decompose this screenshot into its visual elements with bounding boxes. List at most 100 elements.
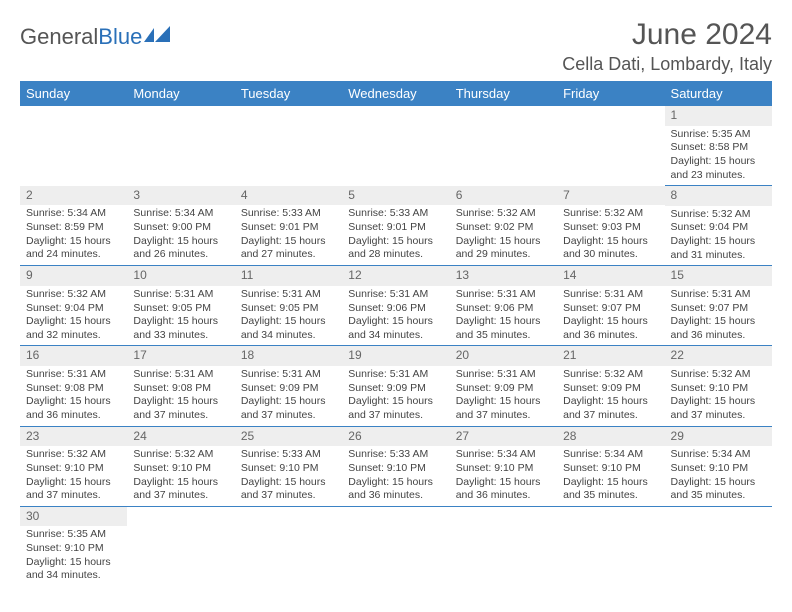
sunrise-text: Sunrise: 5:35 AM: [26, 528, 121, 542]
sunset-text: Sunset: 9:10 PM: [26, 542, 121, 556]
daylight-text: Daylight: 15 hours and 29 minutes.: [456, 235, 551, 262]
sunrise-text: Sunrise: 5:32 AM: [671, 208, 766, 222]
sunrise-text: Sunrise: 5:31 AM: [241, 288, 336, 302]
day-number: [127, 106, 234, 126]
day-body: Sunrise: 5:31 AMSunset: 9:05 PMDaylight:…: [127, 286, 234, 346]
calendar-cell: [127, 506, 234, 586]
day-body: Sunrise: 5:32 AMSunset: 9:02 PMDaylight:…: [450, 205, 557, 265]
weekday-header: Wednesday: [342, 81, 449, 106]
day-number: 30: [20, 507, 127, 527]
day-body: Sunrise: 5:32 AMSunset: 9:04 PMDaylight:…: [665, 206, 772, 266]
daylight-text: Daylight: 15 hours and 31 minutes.: [671, 235, 766, 262]
calendar-cell: 10Sunrise: 5:31 AMSunset: 9:05 PMDayligh…: [127, 266, 234, 346]
calendar-row: 16Sunrise: 5:31 AMSunset: 9:08 PMDayligh…: [20, 346, 772, 426]
sunrise-text: Sunrise: 5:32 AM: [563, 207, 658, 221]
daylight-text: Daylight: 15 hours and 24 minutes.: [26, 235, 121, 262]
calendar-cell: 2Sunrise: 5:34 AMSunset: 8:59 PMDaylight…: [20, 186, 127, 266]
day-number: 18: [235, 346, 342, 366]
day-body: Sunrise: 5:34 AMSunset: 9:00 PMDaylight:…: [127, 205, 234, 265]
day-body: Sunrise: 5:31 AMSunset: 9:06 PMDaylight:…: [342, 286, 449, 346]
day-number: 27: [450, 427, 557, 447]
location: Cella Dati, Lombardy, Italy: [562, 54, 772, 75]
daylight-text: Daylight: 15 hours and 36 minutes.: [348, 476, 443, 503]
day-body: Sunrise: 5:31 AMSunset: 9:05 PMDaylight:…: [235, 286, 342, 346]
calendar-cell: 15Sunrise: 5:31 AMSunset: 9:07 PMDayligh…: [665, 266, 772, 346]
logo-text-1: General: [20, 24, 98, 50]
calendar-cell: 25Sunrise: 5:33 AMSunset: 9:10 PMDayligh…: [235, 426, 342, 506]
calendar-cell: 3Sunrise: 5:34 AMSunset: 9:00 PMDaylight…: [127, 186, 234, 266]
weekday-header: Tuesday: [235, 81, 342, 106]
sunset-text: Sunset: 9:01 PM: [241, 221, 336, 235]
sunset-text: Sunset: 9:10 PM: [456, 462, 551, 476]
day-number: 19: [342, 346, 449, 366]
calendar-cell: [235, 106, 342, 186]
sunset-text: Sunset: 9:01 PM: [348, 221, 443, 235]
sunset-text: Sunset: 9:03 PM: [563, 221, 658, 235]
calendar-row: 2Sunrise: 5:34 AMSunset: 8:59 PMDaylight…: [20, 186, 772, 266]
day-body: Sunrise: 5:31 AMSunset: 9:09 PMDaylight:…: [342, 366, 449, 426]
calendar-cell: 28Sunrise: 5:34 AMSunset: 9:10 PMDayligh…: [557, 426, 664, 506]
sunset-text: Sunset: 9:04 PM: [671, 221, 766, 235]
calendar-table: Sunday Monday Tuesday Wednesday Thursday…: [20, 81, 772, 586]
daylight-text: Daylight: 15 hours and 37 minutes.: [241, 476, 336, 503]
day-number: 23: [20, 427, 127, 447]
sunrise-text: Sunrise: 5:32 AM: [26, 448, 121, 462]
sunrise-text: Sunrise: 5:31 AM: [456, 368, 551, 382]
calendar-row: 23Sunrise: 5:32 AMSunset: 9:10 PMDayligh…: [20, 426, 772, 506]
day-body: Sunrise: 5:34 AMSunset: 9:10 PMDaylight:…: [665, 446, 772, 506]
daylight-text: Daylight: 15 hours and 34 minutes.: [241, 315, 336, 342]
sunrise-text: Sunrise: 5:33 AM: [348, 207, 443, 221]
day-number: [235, 507, 342, 527]
sunset-text: Sunset: 9:08 PM: [133, 382, 228, 396]
day-number: 5: [342, 186, 449, 206]
day-number: 7: [557, 186, 664, 206]
calendar-row: 1Sunrise: 5:35 AMSunset: 8:58 PMDaylight…: [20, 106, 772, 186]
day-body: Sunrise: 5:31 AMSunset: 9:09 PMDaylight:…: [235, 366, 342, 426]
day-number: 25: [235, 427, 342, 447]
day-number: [557, 106, 664, 126]
day-body: Sunrise: 5:31 AMSunset: 9:07 PMDaylight:…: [665, 286, 772, 346]
calendar-cell: [342, 106, 449, 186]
title-block: June 2024 Cella Dati, Lombardy, Italy: [562, 18, 772, 75]
sunset-text: Sunset: 9:07 PM: [563, 302, 658, 316]
calendar-cell: 6Sunrise: 5:32 AMSunset: 9:02 PMDaylight…: [450, 186, 557, 266]
weekday-header: Monday: [127, 81, 234, 106]
sunrise-text: Sunrise: 5:31 AM: [348, 288, 443, 302]
calendar-cell: [665, 506, 772, 586]
day-number: 2: [20, 186, 127, 206]
sunrise-text: Sunrise: 5:32 AM: [671, 368, 766, 382]
sunset-text: Sunset: 9:09 PM: [241, 382, 336, 396]
daylight-text: Daylight: 15 hours and 36 minutes.: [26, 395, 121, 422]
calendar-cell: 20Sunrise: 5:31 AMSunset: 9:09 PMDayligh…: [450, 346, 557, 426]
sunrise-text: Sunrise: 5:34 AM: [456, 448, 551, 462]
day-number: 22: [665, 346, 772, 366]
sunset-text: Sunset: 9:06 PM: [348, 302, 443, 316]
sunset-text: Sunset: 9:00 PM: [133, 221, 228, 235]
daylight-text: Daylight: 15 hours and 36 minutes.: [456, 476, 551, 503]
daylight-text: Daylight: 15 hours and 37 minutes.: [241, 395, 336, 422]
daylight-text: Daylight: 15 hours and 32 minutes.: [26, 315, 121, 342]
daylight-text: Daylight: 15 hours and 35 minutes.: [563, 476, 658, 503]
sunset-text: Sunset: 9:10 PM: [26, 462, 121, 476]
day-number: 11: [235, 266, 342, 286]
day-number: 9: [20, 266, 127, 286]
calendar-row: 9Sunrise: 5:32 AMSunset: 9:04 PMDaylight…: [20, 266, 772, 346]
sunrise-text: Sunrise: 5:31 AM: [241, 368, 336, 382]
day-number: 17: [127, 346, 234, 366]
sunrise-text: Sunrise: 5:31 AM: [348, 368, 443, 382]
daylight-text: Daylight: 15 hours and 26 minutes.: [133, 235, 228, 262]
day-number: [235, 106, 342, 126]
day-number: [665, 507, 772, 527]
calendar-cell: [127, 106, 234, 186]
calendar-cell: 23Sunrise: 5:32 AMSunset: 9:10 PMDayligh…: [20, 426, 127, 506]
daylight-text: Daylight: 15 hours and 37 minutes.: [563, 395, 658, 422]
day-body: Sunrise: 5:32 AMSunset: 9:04 PMDaylight:…: [20, 286, 127, 346]
sunset-text: Sunset: 9:06 PM: [456, 302, 551, 316]
day-body: Sunrise: 5:33 AMSunset: 9:01 PMDaylight:…: [235, 205, 342, 265]
daylight-text: Daylight: 15 hours and 35 minutes.: [456, 315, 551, 342]
sunrise-text: Sunrise: 5:33 AM: [241, 207, 336, 221]
day-number: 29: [665, 427, 772, 447]
daylight-text: Daylight: 15 hours and 37 minutes.: [456, 395, 551, 422]
day-number: [342, 507, 449, 527]
daylight-text: Daylight: 15 hours and 36 minutes.: [671, 315, 766, 342]
